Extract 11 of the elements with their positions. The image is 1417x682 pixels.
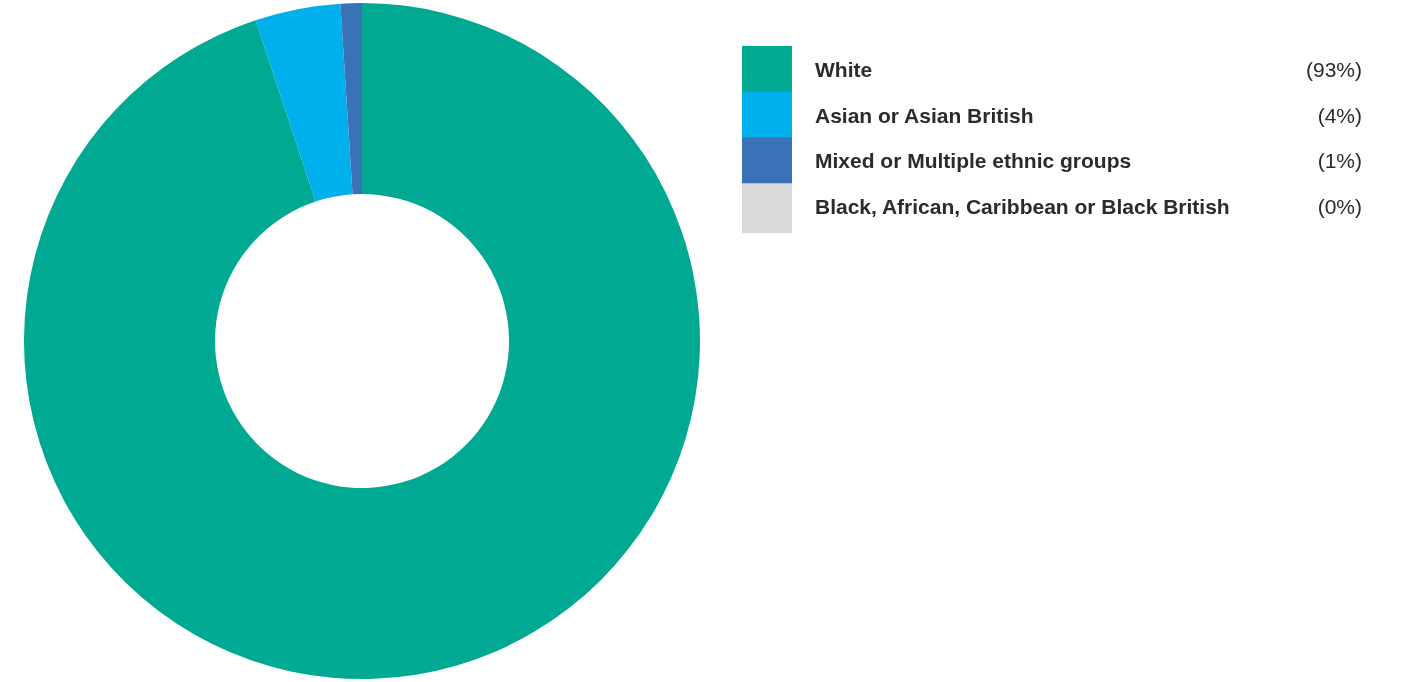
legend-label: White [815,57,873,81]
data-label: (93%) [1305,57,1362,81]
donut-slice [255,3,353,202]
data-label: (4%) [1317,103,1362,127]
text: (0%) [1317,195,1362,219]
legend-label: Black, African, Caribbean or Black British [815,195,1230,219]
legend-label: Mixed or Multiple ethnic groups [815,149,1132,173]
donut-slice [24,3,700,679]
data-label: (1%) [1317,149,1362,173]
legend-label: Asian or Asian British [815,103,1034,127]
donut-slice [340,3,362,195]
